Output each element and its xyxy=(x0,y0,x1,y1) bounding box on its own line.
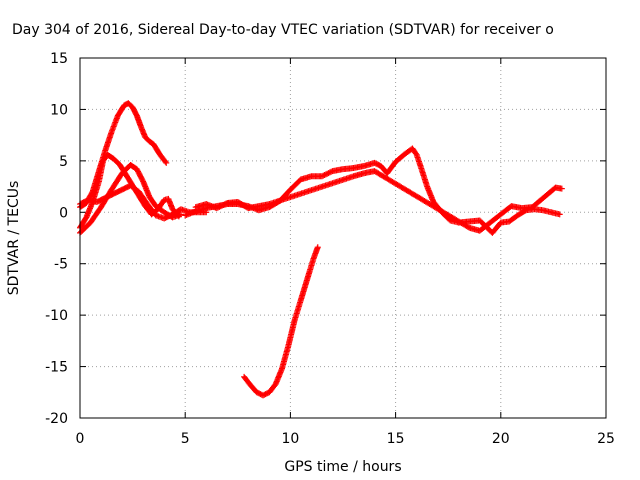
series-main-trace xyxy=(182,145,563,236)
series-arc-4 xyxy=(77,182,210,222)
data-points xyxy=(77,100,565,399)
x-tick-label: 5 xyxy=(181,431,190,447)
axis-ticks xyxy=(79,57,607,419)
x-axis-label: GPS time / hours xyxy=(284,459,401,475)
x-tick-label: 0 xyxy=(76,431,85,447)
data-point-marker xyxy=(320,172,327,179)
x-tick-label: 10 xyxy=(281,431,299,447)
chart-title: Day 304 of 2016, Sidereal Day-to-day VTE… xyxy=(12,22,554,38)
y-tick-label: -20 xyxy=(45,411,68,427)
data-point-marker xyxy=(221,201,228,208)
data-point-marker xyxy=(318,173,325,180)
x-tick-labels: 0 5 10 15 20 25 xyxy=(76,431,615,447)
grid xyxy=(80,58,606,418)
plot-frame xyxy=(79,57,607,419)
series-offset-segments xyxy=(192,168,565,234)
y-tick-labels: -20 -15 -10 -5 0 5 10 15 xyxy=(45,51,68,427)
x-tick-label: 15 xyxy=(387,431,405,447)
data-point-marker xyxy=(314,244,321,251)
data-point-marker xyxy=(215,204,222,211)
series-arc-1 xyxy=(77,100,170,211)
data-point-marker xyxy=(322,171,329,178)
data-point-marker xyxy=(177,211,184,218)
data-point-marker xyxy=(162,158,169,165)
data-point-marker xyxy=(412,150,419,157)
y-tick-label: 15 xyxy=(50,51,68,67)
y-tick-label: -5 xyxy=(54,257,68,273)
data-point-marker xyxy=(326,169,333,176)
data-point-marker xyxy=(216,203,223,210)
data-point-marker xyxy=(325,170,332,177)
data-point-marker xyxy=(222,200,229,207)
y-tick-label: 10 xyxy=(50,102,68,118)
y-axis-label: SDTVAR / TECUs xyxy=(6,181,22,296)
data-point-marker xyxy=(213,205,220,212)
y-tick-label: 5 xyxy=(59,154,68,170)
y-tick-label: 0 xyxy=(59,205,68,221)
x-tick-label: 25 xyxy=(597,431,615,447)
y-tick-label: -15 xyxy=(45,360,68,376)
x-tick-label: 20 xyxy=(492,431,510,447)
data-point-marker xyxy=(163,159,170,166)
y-tick-label: -10 xyxy=(45,308,68,324)
data-point-marker xyxy=(558,185,565,192)
data-point-marker xyxy=(219,202,226,209)
data-point-marker xyxy=(220,201,227,208)
data-point-marker xyxy=(328,168,335,175)
series-low-arc xyxy=(241,244,321,399)
data-point-marker xyxy=(556,211,563,218)
data-point-marker xyxy=(321,172,328,178)
data-point-marker xyxy=(324,170,331,177)
data-point-marker xyxy=(217,203,224,210)
